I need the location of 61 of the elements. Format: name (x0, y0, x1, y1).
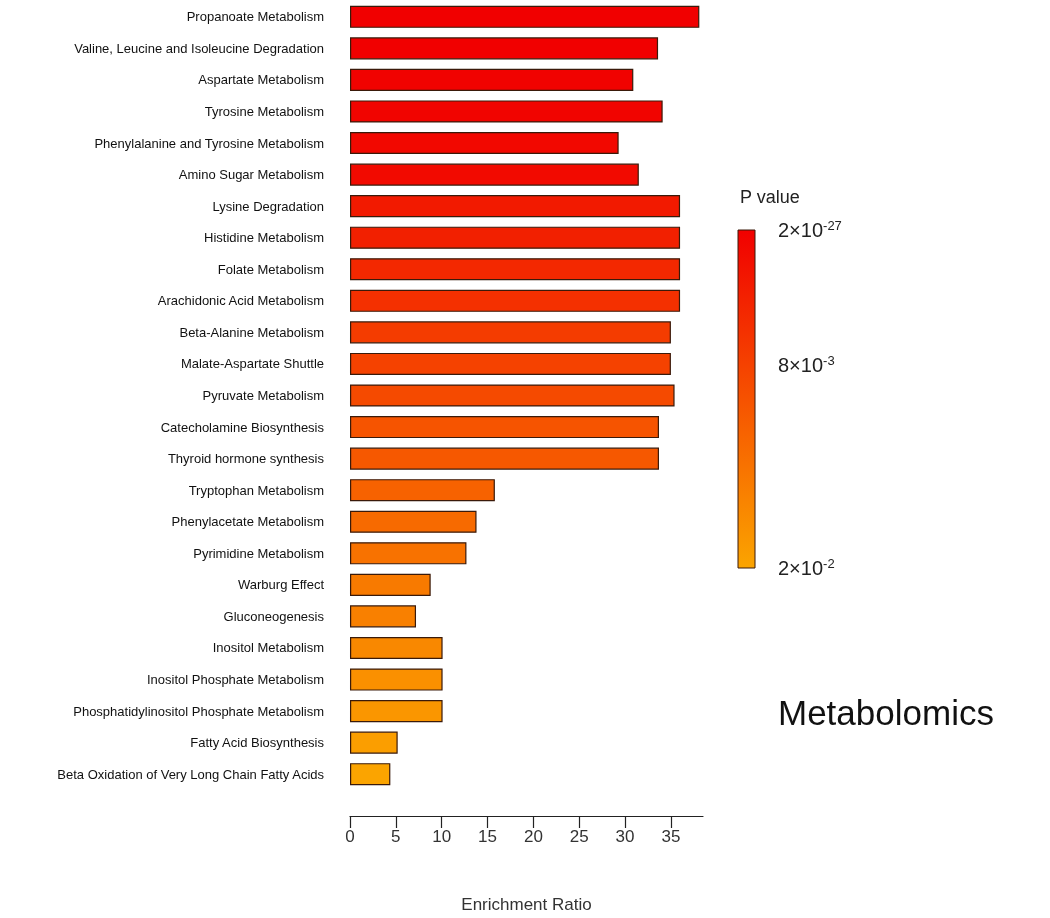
y-tick-label: Histidine Metabolism (204, 230, 324, 246)
bar (350, 636, 443, 660)
bar (350, 447, 659, 470)
x-tick-label: 15 (478, 827, 497, 846)
x-tick-label: 10 (432, 827, 452, 846)
bar (350, 37, 659, 60)
bar (350, 226, 681, 249)
y-tick-label: Fatty Acid Biosynthesis (190, 735, 325, 751)
bar (350, 510, 477, 533)
bar (350, 763, 391, 786)
y-tick-label: Pyruvate Metabolism (202, 388, 324, 403)
y-tick-label: Pyrimidine Metabolism (193, 545, 324, 561)
bar (350, 5, 700, 28)
bar (350, 384, 675, 407)
x-axis-title: Enrichment Ratio (461, 895, 592, 914)
y-tick-label: Folate Metabolism (217, 261, 324, 277)
y-tick-label: Phenylalanine and Tyrosine Metabolism (94, 135, 324, 151)
y-tick-label: Gluconeogenesis (223, 608, 325, 624)
y-tick-label: Amino Sugar Metabolism (178, 167, 324, 183)
bar (350, 668, 443, 691)
x-tick-label: 0 (345, 827, 355, 846)
y-tick-label: Beta-Alanine Metabolism (179, 324, 324, 340)
bar (350, 605, 417, 628)
y-tick-label: Arachidonic Acid Metabolism (157, 293, 324, 309)
y-tick-label: Inositol Phosphate Metabolism (146, 672, 324, 688)
x-tick-label: 25 (569, 827, 589, 846)
y-tick-label: Beta Oxidation of Very Long Chain Fatty Acids (57, 766, 325, 782)
x-tick-label: 20 (523, 827, 543, 846)
bar (350, 321, 671, 344)
bar (350, 542, 467, 565)
y-tick-label: Warburg Effect (238, 577, 325, 593)
bar (350, 195, 681, 218)
bar (350, 100, 663, 123)
y-tick-label: Tyrosine Metabolism (204, 103, 324, 119)
color-bar-title: P value (740, 187, 800, 207)
bar (350, 416, 659, 439)
text: Metabolomics (778, 693, 994, 732)
y-tick-label: Inositol Metabolism (212, 640, 324, 656)
y-tick-label: Malate-Aspartate Shuttle (180, 356, 324, 372)
y-tick-label: Tryptophan Metabolism (188, 482, 324, 498)
y-tick-label: Lysine Degradation (212, 198, 324, 214)
bar (350, 573, 431, 596)
y-tick-label: Phenylacetate Metabolism (171, 514, 324, 530)
x-tick-label: 35 (661, 827, 681, 846)
y-tick-label: Valine, Leucine and Isoleucine Degradation (74, 40, 324, 56)
y-tick-label: Phosphatidylinositol Phosphate Metabolism (73, 703, 324, 719)
bar (350, 731, 398, 754)
y-tick-label: Propanoate Metabolism (186, 9, 324, 25)
bar (350, 289, 681, 312)
bar (350, 700, 443, 723)
x-tick-label: 5 (391, 827, 401, 846)
bar (350, 163, 639, 186)
y-tick-label: Aspartate Metabolism (198, 72, 324, 88)
bar (350, 258, 681, 281)
y-tick-label: Catecholamine Biosynthesis (160, 419, 325, 435)
bar (350, 479, 495, 502)
bar (350, 131, 619, 155)
x-tick-label: 30 (615, 827, 635, 846)
bar (350, 352, 671, 375)
bar (350, 68, 634, 91)
y-tick-label: Thyroid hormone synthesis (167, 451, 325, 467)
